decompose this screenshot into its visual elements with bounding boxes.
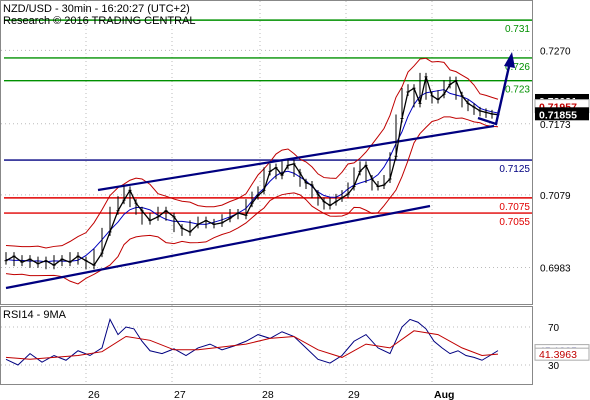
x-tick-label: 29 bbox=[348, 389, 360, 400]
chart-credit: Research © 2016 TRADING CENTRAL bbox=[3, 15, 196, 27]
rsi-tag-box bbox=[534, 347, 590, 361]
x-tick-label: 26 bbox=[88, 389, 100, 400]
bollinger-upper bbox=[5, 57, 499, 249]
moving-average bbox=[5, 89, 499, 263]
level-label: 0.7055 bbox=[499, 217, 530, 228]
channel-upper bbox=[97, 124, 495, 192]
forecast-arrow bbox=[477, 52, 515, 126]
price-tags: 0.720310.719570.71855 bbox=[534, 93, 590, 121]
price-axis: 0.7270 0.7173 0.7079 0.6983 bbox=[540, 46, 571, 274]
level-label: 0.726 bbox=[505, 62, 530, 73]
channel-lower bbox=[5, 204, 431, 290]
price-tag-label: 0.71855 bbox=[539, 109, 577, 121]
grid bbox=[1, 1, 532, 384]
price-panel-frame bbox=[0, 0, 533, 305]
forecast-path bbox=[477, 61, 512, 126]
chart-title: NZD/USD - 30min - 16:20:27 (UTC+2) bbox=[3, 3, 190, 15]
y-tick-label: 0.7173 bbox=[540, 120, 571, 131]
x-tick-label: 28 bbox=[262, 389, 274, 400]
time-axis: 26 27 28 29 Aug bbox=[88, 389, 454, 400]
forecast-arrowhead bbox=[504, 52, 515, 68]
rsi-tick-label: 70 bbox=[548, 323, 560, 334]
price-levels: 0.731 0.726 0.723 0.7125 0.7075 0.7055 bbox=[4, 19, 532, 228]
x-tick-label: 27 bbox=[174, 389, 186, 400]
rsi-tag-label: 41.3963 bbox=[539, 349, 577, 361]
y-tick-label: 0.6983 bbox=[540, 263, 571, 274]
y-tick-label: 0.7270 bbox=[540, 46, 571, 57]
price-series bbox=[4, 72, 500, 270]
price-line bbox=[5, 74, 499, 267]
rsi-panel: 703045.138541.3963 bbox=[1, 318, 590, 372]
level-label: 0.7125 bbox=[499, 164, 530, 175]
bollinger-bands bbox=[5, 57, 499, 285]
rsi-ma-line bbox=[5, 330, 499, 360]
trend-channel bbox=[5, 124, 495, 290]
level-label: 0.7075 bbox=[499, 202, 530, 213]
x-tick-label: Aug bbox=[434, 389, 454, 400]
rsi-title: RSI14 - 9MA bbox=[3, 309, 67, 321]
level-label: 0.723 bbox=[505, 85, 530, 96]
level-label: 0.731 bbox=[505, 24, 530, 35]
price-tag-box bbox=[535, 107, 589, 121]
y-tick-label: 0.7079 bbox=[540, 191, 571, 202]
rsi-panel-frame bbox=[0, 306, 533, 385]
rsi-tick-label: 30 bbox=[548, 361, 560, 372]
rsi-line bbox=[5, 318, 499, 366]
